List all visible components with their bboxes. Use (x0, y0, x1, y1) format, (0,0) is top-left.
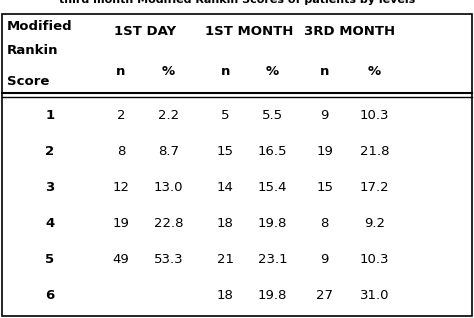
Text: n: n (320, 65, 329, 78)
Text: 10.3: 10.3 (360, 253, 389, 266)
Text: 9: 9 (320, 108, 329, 121)
Text: 15.4: 15.4 (258, 181, 287, 194)
Text: 31.0: 31.0 (360, 289, 389, 302)
Text: 2: 2 (45, 145, 55, 157)
Text: 19: 19 (316, 145, 333, 157)
Text: 3RD MONTH: 3RD MONTH (304, 25, 395, 38)
Text: 5: 5 (221, 108, 229, 121)
Text: 1: 1 (45, 108, 55, 121)
Text: 19: 19 (112, 217, 129, 230)
Text: %: % (266, 65, 279, 78)
Text: 19.8: 19.8 (258, 217, 287, 230)
Text: %: % (368, 65, 381, 78)
Text: 8: 8 (320, 217, 329, 230)
Text: 9.2: 9.2 (364, 217, 385, 230)
Text: 5.5: 5.5 (262, 108, 283, 121)
Text: 18: 18 (217, 217, 234, 230)
Text: 49: 49 (112, 253, 129, 266)
Text: 23.1: 23.1 (258, 253, 287, 266)
Text: 16.5: 16.5 (258, 145, 287, 157)
Text: third month Modified Rankin Scores of patients by levels: third month Modified Rankin Scores of pa… (59, 0, 415, 5)
Text: 22.8: 22.8 (154, 217, 183, 230)
Text: 2.2: 2.2 (158, 108, 179, 121)
Text: 14: 14 (217, 181, 234, 194)
Text: n: n (116, 65, 126, 78)
Text: 21: 21 (217, 253, 234, 266)
Text: 1ST DAY: 1ST DAY (113, 25, 176, 38)
Text: 8.7: 8.7 (158, 145, 179, 157)
Text: 19.8: 19.8 (258, 289, 287, 302)
Text: 3: 3 (45, 181, 55, 194)
Text: 13.0: 13.0 (154, 181, 183, 194)
Text: 15: 15 (217, 145, 234, 157)
Text: Modified: Modified (7, 20, 73, 32)
Text: 15: 15 (316, 181, 333, 194)
Text: 53.3: 53.3 (154, 253, 183, 266)
Text: 8: 8 (117, 145, 125, 157)
Text: 18: 18 (217, 289, 234, 302)
Text: 6: 6 (45, 289, 55, 302)
Text: 12: 12 (112, 181, 129, 194)
Text: 2: 2 (117, 108, 125, 121)
Text: 21.8: 21.8 (360, 145, 389, 157)
Text: 10.3: 10.3 (360, 108, 389, 121)
Text: 4: 4 (45, 217, 55, 230)
Text: 9: 9 (320, 253, 329, 266)
Text: 17.2: 17.2 (360, 181, 389, 194)
Text: %: % (162, 65, 175, 78)
Text: n: n (220, 65, 230, 78)
Text: 5: 5 (45, 253, 55, 266)
Text: Rankin: Rankin (7, 45, 59, 57)
Text: 27: 27 (316, 289, 333, 302)
Text: 1ST MONTH: 1ST MONTH (205, 25, 293, 38)
Text: Score: Score (7, 75, 49, 87)
